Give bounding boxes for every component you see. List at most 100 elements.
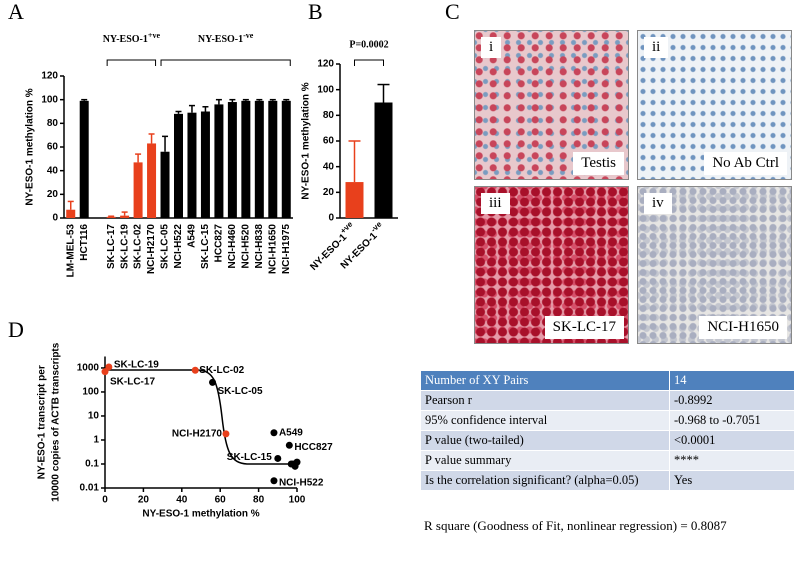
y-tick-label: 0	[52, 213, 58, 224]
table-cell: Number of XY Pairs	[420, 370, 670, 391]
table-footer: R square (Goodness of Fit, nonlinear reg…	[424, 518, 727, 533]
point-label: SK-LC-05	[218, 386, 263, 397]
x-tick-label: NCI-H838	[254, 224, 265, 269]
x-tick-label: NCI-H1975	[281, 224, 292, 274]
x-tick-label: 20	[138, 495, 150, 506]
table-row: P value (two-tailed) <0.0001	[420, 430, 795, 451]
bar	[174, 113, 183, 218]
point	[101, 368, 109, 376]
table-row: P value summary ****	[420, 450, 795, 471]
label: NY-ESO-1+ve	[103, 31, 161, 45]
bar	[214, 104, 224, 218]
point-label: SK-LC-15	[227, 452, 272, 463]
x-axis-label: NY-ESO-1 methylation %	[142, 509, 259, 520]
y-tick-label: 100	[82, 387, 99, 398]
x-tick-label: SK-LC-17	[106, 224, 117, 269]
bar	[79, 100, 89, 218]
table-cell: Pearson r	[420, 390, 670, 411]
y-tick-label: 60	[323, 136, 335, 147]
point	[270, 477, 278, 485]
bar	[227, 102, 237, 218]
table-row: Number of XY Pairs 14	[420, 370, 795, 391]
y-axis-label: 10000 copies of ACTB transcripts	[51, 342, 62, 502]
x-tick-label: HCC827	[214, 224, 225, 263]
point-label: NCI-H2170	[172, 428, 222, 439]
x-tick-label: SK-LC-15	[200, 224, 211, 269]
panel-letter: C	[445, 0, 460, 24]
table-cell: Is the correlation significant? (alpha=0…	[420, 470, 670, 491]
numeral: i	[481, 37, 502, 58]
label: NY-ESO-1-ve	[198, 31, 254, 45]
y-tick-label: 100	[317, 84, 334, 95]
x-tick-label: 80	[253, 495, 265, 506]
table-cell: <0.0001	[669, 430, 795, 451]
table-cell: 95% confidence interval	[420, 410, 670, 431]
x-tick-label: 100	[289, 495, 306, 506]
x-tick-label: SK-LC-02	[133, 224, 144, 269]
caption: NCI-H1650	[699, 316, 787, 339]
x-tick-label: 60	[215, 495, 227, 506]
table-cell: ****	[669, 450, 795, 471]
x-tick-label: SK-LC-19	[119, 224, 130, 269]
panel-letter: D	[8, 317, 24, 342]
x-tick-label: NCI-H520	[240, 224, 251, 269]
bar	[345, 182, 364, 218]
bracket	[160, 59, 291, 66]
y-tick-label: 0	[328, 213, 334, 224]
annotation: P=0.0002	[349, 39, 388, 50]
table-cell: Yes	[669, 470, 795, 491]
table-cell: P value (two-tailed)	[420, 430, 670, 451]
table-row: Pearson r -0.8992	[420, 390, 795, 411]
point-label: SK-LC-02	[199, 365, 244, 376]
caption: No Ab Ctrl	[704, 152, 787, 175]
bar	[106, 216, 116, 218]
x-tick-label: NCI-H2170	[146, 224, 157, 274]
y-tick-label: 0.01	[80, 483, 100, 494]
table-cell: -0.968 to -0.7051	[669, 410, 795, 431]
fit-curve	[105, 369, 297, 465]
y-tick-label: 40	[47, 165, 59, 176]
bar	[200, 111, 210, 218]
panel-letter: A	[8, 0, 24, 24]
point	[222, 430, 230, 438]
point	[274, 454, 282, 462]
y-tick-label: 120	[41, 71, 58, 82]
table-cell: -0.8992	[669, 390, 795, 411]
x-tick-label: NCI-H1650	[267, 224, 278, 274]
point	[270, 429, 278, 437]
point	[105, 363, 113, 371]
table-cell: P value summary	[420, 450, 670, 471]
point	[191, 366, 199, 374]
caption: Testis	[573, 152, 624, 175]
x-tick-label: 40	[176, 495, 188, 506]
point	[209, 378, 217, 386]
bracket	[106, 59, 157, 66]
caption: SK-LC-17	[544, 316, 624, 339]
point	[287, 460, 295, 468]
label-sup: +ve	[148, 31, 161, 40]
x-tick-label: HCT116	[79, 224, 90, 261]
y-axis-label: NY-ESO-1 transcript per	[37, 365, 48, 479]
table-cell: 14	[669, 370, 795, 391]
point-label: HCC827	[294, 442, 333, 453]
micrograph: i Testis	[474, 30, 629, 180]
bar	[268, 100, 278, 218]
x-tick-label: NCI-H460	[227, 224, 238, 269]
y-axis-label: NY-ESO-1 methylation %	[25, 88, 36, 205]
bar	[120, 215, 130, 218]
y-tick-label: 0.1	[85, 459, 99, 470]
y-tick-label: 1000	[77, 363, 100, 374]
y-tick-label: 10	[88, 411, 100, 422]
numeral: ii	[644, 37, 669, 58]
bar	[160, 151, 170, 218]
x-tick-label: LM-MEL-53	[65, 224, 76, 278]
label-sup: -ve	[243, 31, 254, 40]
micrograph: iii SK-LC-17	[474, 186, 629, 344]
y-tick-label: 20	[323, 187, 335, 198]
point-label: SK-LC-17	[110, 376, 155, 387]
y-tick-label: 120	[317, 59, 334, 70]
bar	[281, 100, 291, 218]
table-row: Is the correlation significant? (alpha=0…	[420, 470, 795, 491]
y-tick-label: 80	[323, 110, 335, 121]
